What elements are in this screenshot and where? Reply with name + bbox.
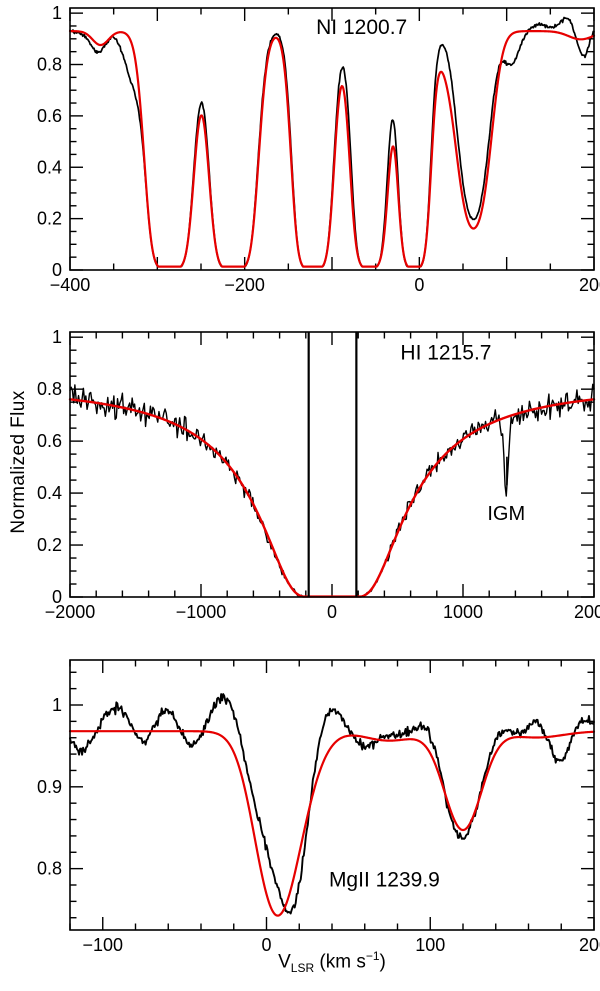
x-axis-label: VLSR (km s−1) bbox=[70, 949, 594, 975]
y-tick-label: 0.9 bbox=[37, 777, 62, 797]
y-tick-label: 0.6 bbox=[37, 106, 62, 126]
fit-spectrum-line bbox=[68, 30, 596, 268]
panel-title: MgII 1239.9 bbox=[329, 869, 440, 892]
panel-frame bbox=[69, 331, 595, 598]
annotation-igm: IGM bbox=[487, 503, 525, 525]
x-tick-label: 0 bbox=[261, 935, 271, 955]
y-tick-label: 0.8 bbox=[37, 55, 62, 75]
y-tick-label: 0.4 bbox=[37, 483, 62, 503]
y-tick-label: 1 bbox=[52, 327, 62, 347]
observed-spectrum-line bbox=[69, 693, 595, 915]
y-tick-label: 0.2 bbox=[37, 209, 62, 229]
panel-HI-1215.7: −2000 −1000 0 1000 2000 0 0.2 0.4 0.6 0.8 1 IGM HI 1… bbox=[37, 327, 600, 622]
x-tick-label: −2000 bbox=[45, 602, 96, 622]
fit-spectrum-line bbox=[68, 730, 596, 917]
y-axis-label: Normalized Flux bbox=[8, 390, 29, 534]
x-axis-subscript: LSR bbox=[290, 961, 315, 976]
y-tick-label: 1 bbox=[52, 695, 62, 715]
y-tick-label: 0.8 bbox=[37, 379, 62, 399]
x-axis-unit-post: ) bbox=[379, 951, 386, 973]
panel-NI-1200.7: −400 −200 0 200 0 0.2 0.4 0.6 0.8 1 NI 1200.7 bbox=[37, 3, 600, 295]
y-tick-label: 0.8 bbox=[37, 859, 62, 879]
x-tick-label: 200 bbox=[579, 275, 600, 295]
panel-frame bbox=[69, 659, 595, 931]
x-tick-label: 0 bbox=[414, 275, 424, 295]
y-tick-label: 0 bbox=[52, 260, 62, 280]
y-tick-label: 0.4 bbox=[37, 157, 62, 177]
panel-frame bbox=[69, 7, 595, 271]
y-tick-label: 0 bbox=[52, 587, 62, 607]
x-tick-label: −100 bbox=[82, 935, 123, 955]
y-tick-label: 0.6 bbox=[37, 431, 62, 451]
panel-title: NI 1200.7 bbox=[316, 16, 407, 39]
x-tick-label: 100 bbox=[415, 935, 445, 955]
x-tick-label: 1000 bbox=[443, 602, 483, 622]
x-tick-label: 200 bbox=[579, 935, 600, 955]
observed-spectrum-line bbox=[69, 383, 595, 598]
panel-title: HI 1215.7 bbox=[400, 341, 491, 364]
x-tick-label: −1000 bbox=[176, 602, 227, 622]
y-tick-label: 1 bbox=[52, 3, 62, 23]
x-axis-variable: V bbox=[278, 951, 291, 973]
observed-spectrum-line bbox=[69, 16, 595, 268]
x-tick-label: 0 bbox=[327, 602, 337, 622]
fit-spectrum-line bbox=[68, 398, 596, 598]
x-tick-label: −400 bbox=[50, 275, 91, 295]
y-tick-label: 0.2 bbox=[37, 535, 62, 555]
x-tick-label: −200 bbox=[224, 275, 265, 295]
x-tick-label: 2000 bbox=[574, 602, 600, 622]
x-axis-unit-pre: (km s bbox=[314, 951, 366, 973]
panel-MgII-1239.9: −100 0 100 200 0.8 0.9 1 MgII 1239.9 bbox=[37, 659, 600, 955]
x-axis-unit-exponent: −1 bbox=[365, 949, 380, 963]
